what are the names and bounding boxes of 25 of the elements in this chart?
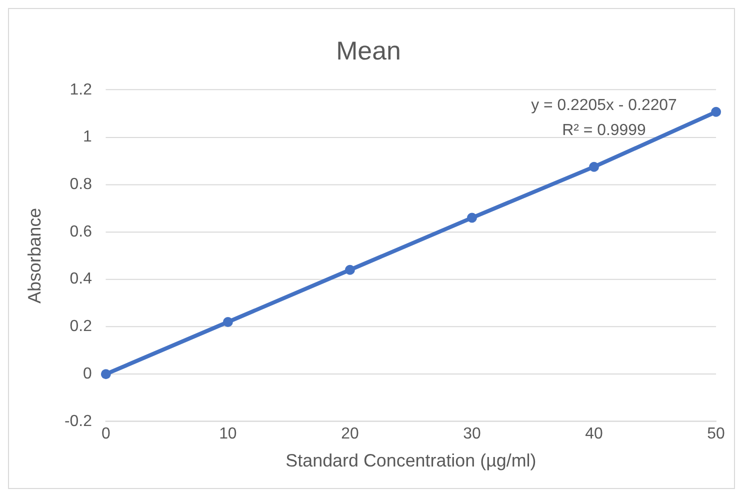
y-tick-label: 0.6 bbox=[70, 223, 92, 240]
point bbox=[711, 106, 722, 117]
y-tick-label: 0 bbox=[83, 366, 92, 382]
x-tick-label: 50 bbox=[707, 425, 726, 442]
point bbox=[100, 369, 111, 380]
x-tick-label: 10 bbox=[219, 425, 237, 442]
x-tick-label: 0 bbox=[101, 425, 110, 442]
y-tick-label: 0.8 bbox=[70, 176, 92, 193]
y-tick-label: -0.2 bbox=[64, 412, 92, 430]
y-tick-label: 0.4 bbox=[70, 270, 92, 288]
annotation: y = 0.2205x - 0.2207 bbox=[531, 97, 678, 114]
point bbox=[589, 162, 600, 172]
y-tick-label: 1.2 bbox=[70, 81, 92, 98]
point bbox=[222, 317, 233, 327]
y-tick-label: 1 bbox=[83, 128, 92, 146]
x-tick-label: 40 bbox=[585, 425, 604, 442]
x-axis-title: Standard Concentration (µg/ml) bbox=[286, 450, 536, 470]
x-tick-label: 30 bbox=[463, 425, 481, 442]
x-tick-label: 20 bbox=[341, 425, 359, 442]
annotation: R² = 0.9999 bbox=[562, 122, 646, 140]
y-tick-label: 0.2 bbox=[70, 318, 92, 336]
point bbox=[467, 212, 477, 223]
chart-title: Mean bbox=[336, 38, 401, 66]
y-axis-title: Absorbance bbox=[24, 208, 45, 304]
point bbox=[344, 264, 355, 275]
